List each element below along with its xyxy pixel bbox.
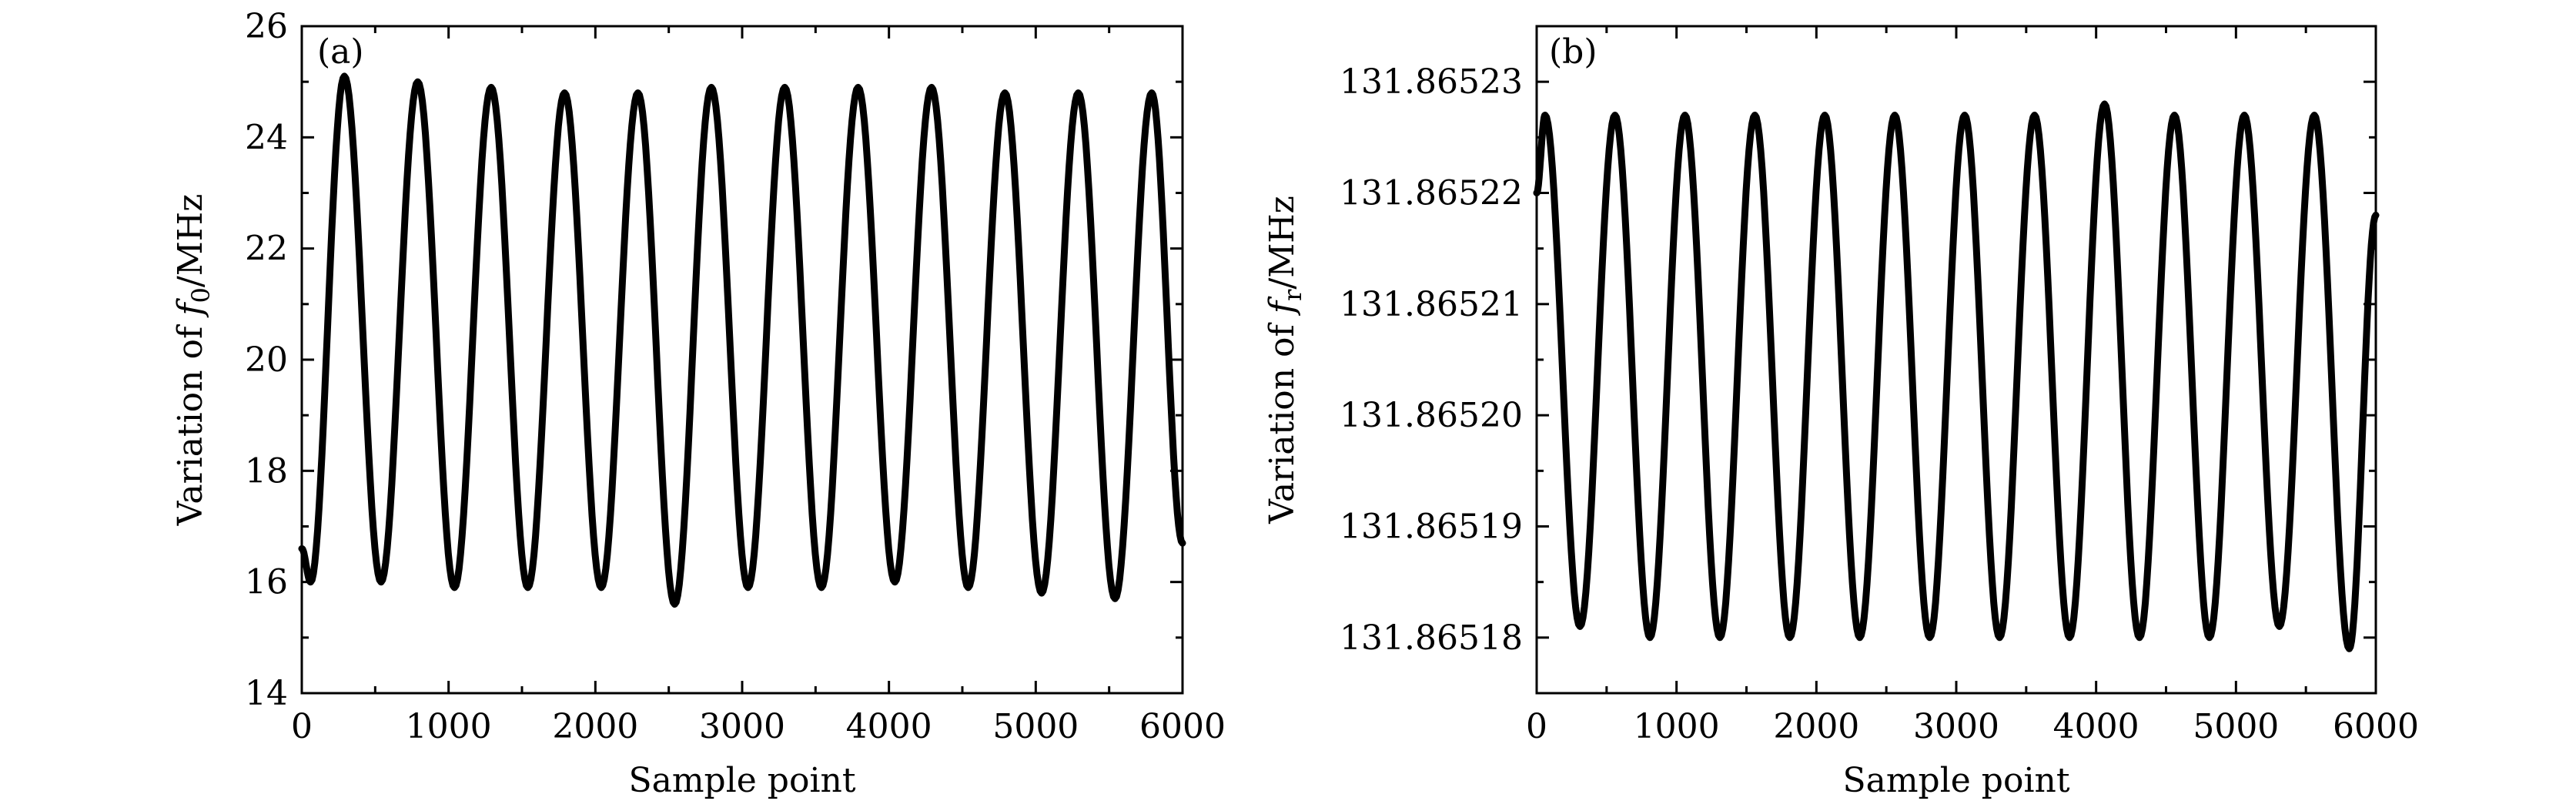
y-tick-label: 131.86523 <box>1340 62 1523 102</box>
x-tick-label: 0 <box>291 707 313 746</box>
x-tick-label: 1000 <box>406 707 492 746</box>
y-tick-label: 22 <box>245 230 288 269</box>
y-tick-label: 131.86518 <box>1340 618 1523 658</box>
y-axis-label: Variation of fr/MHz <box>1263 196 1307 524</box>
x-axis-label: Sample point <box>1842 761 2069 800</box>
panel-label: (a) <box>317 32 364 72</box>
y-tick-label: 131.86521 <box>1340 285 1523 324</box>
x-tick-label: 6000 <box>1139 707 1226 746</box>
x-tick-label: 5000 <box>992 707 1079 746</box>
x-axis-label: Sample point <box>628 761 855 800</box>
x-tick-label: 4000 <box>2053 707 2139 746</box>
x-tick-label: 5000 <box>2193 707 2279 746</box>
y-tick-label: 20 <box>245 340 288 380</box>
y-tick-label: 16 <box>245 563 288 602</box>
y-axis-label-unit: /MHz <box>1263 196 1302 289</box>
y-axis-label-subscript: r <box>1278 289 1307 301</box>
x-tick-label: 3000 <box>699 707 785 746</box>
y-tick-label: 131.86520 <box>1340 396 1523 435</box>
y-tick-label: 26 <box>245 7 288 46</box>
panel-label: (b) <box>1549 32 1597 72</box>
x-tick-label: 3000 <box>1913 707 1999 746</box>
x-tick-label: 1000 <box>1634 707 1720 746</box>
series-line <box>1533 100 2380 652</box>
panel-b: 0 1000 2000 3000 4000 5000 6000 131.86518 131.86… <box>1263 25 2419 800</box>
x-tick-label: 4000 <box>846 707 932 746</box>
y-tick-label: 24 <box>245 118 288 157</box>
y-tick-label: 14 <box>245 674 288 713</box>
y-axis-label-subscript: 0 <box>186 287 216 303</box>
y-axis-label: Variation of f0/MHz <box>171 194 216 527</box>
y-axis-label-prefix: Variation of <box>171 316 210 527</box>
x-tick-label: 6000 <box>2333 707 2419 746</box>
x-tick-label: 0 <box>1526 707 1547 746</box>
x-tick-label: 2000 <box>552 707 638 746</box>
y-tick-label: 131.86522 <box>1340 174 1523 213</box>
panel-a: 0 1000 2000 3000 4000 5000 6000 14 16 18 20 22 24 26 (… <box>171 7 1226 800</box>
y-tick-label: 131.86519 <box>1340 508 1523 547</box>
y-tick-label: 18 <box>245 451 288 491</box>
x-tick-label: 2000 <box>1773 707 1859 746</box>
y-axis-label-unit: /MHz <box>171 194 210 287</box>
y-axis-label-prefix: Variation of <box>1263 313 1302 524</box>
series-line <box>298 72 1186 608</box>
